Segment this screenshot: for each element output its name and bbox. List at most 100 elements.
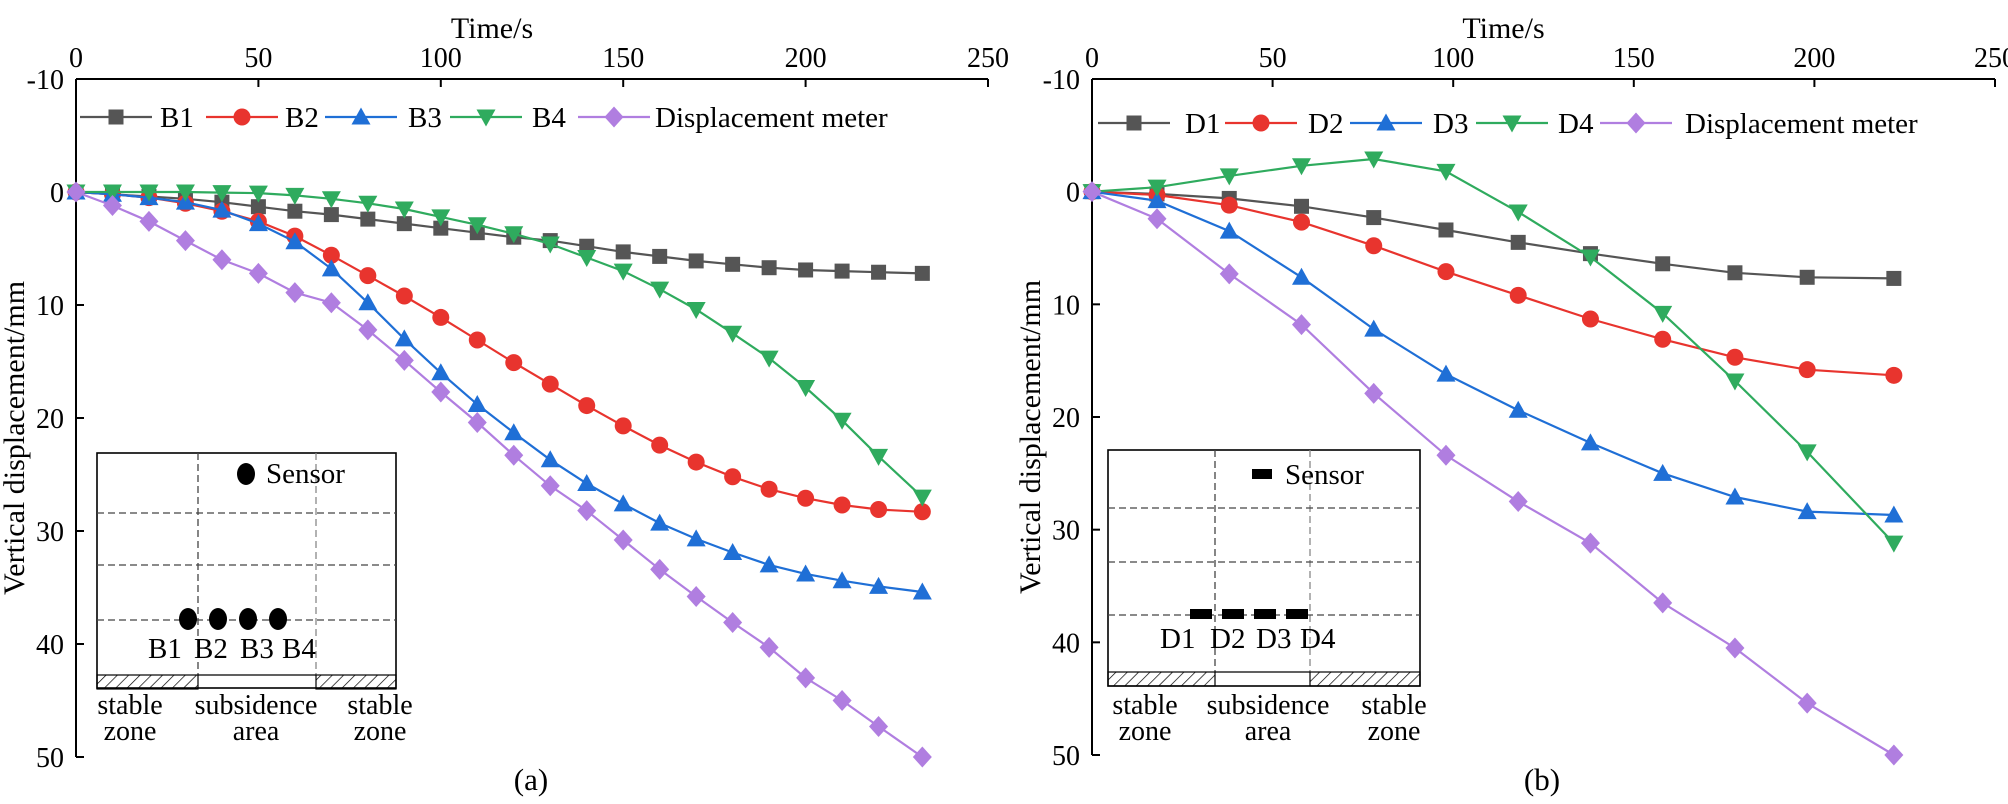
panel-b-point-d4 — [1884, 535, 1904, 553]
panel-b-x-axis-title: Time/s — [1462, 12, 1544, 45]
panel-b-inset-hatch-left — [1107, 671, 1216, 687]
panel-a-inset-sensor-label: Sensor — [266, 458, 345, 490]
panel-a-point-displacement-meter — [212, 249, 232, 271]
panel-a-point-displacement-meter — [723, 612, 743, 634]
panel-b-point-displacement-meter — [1580, 532, 1600, 554]
panel-a-point-b1 — [323, 207, 339, 223]
panel-a-point-b3 — [321, 259, 341, 277]
panel-a-point-b3 — [394, 329, 414, 347]
panel-a-y-tick-label: 30 — [36, 517, 64, 548]
panel-b-point-d4 — [1725, 373, 1745, 391]
panel-a-axes: 0 50 100 150 200 250-1001020304050Time/sVerti… — [0, 12, 1009, 774]
panel-b-point-d4 — [1219, 168, 1239, 186]
panel-b-point-displacement-meter — [1884, 744, 1904, 766]
panel-b-point-d3 — [1653, 463, 1673, 481]
panel-a-point-b2 — [760, 480, 778, 498]
panel-a-point-b4 — [394, 201, 414, 219]
panel-b-inset-d3-label: D3 — [1256, 623, 1291, 655]
panel-a-series-line-b4 — [76, 190, 924, 498]
panel-a-point-b1 — [688, 253, 704, 269]
panel-b-point-d3 — [1508, 400, 1528, 418]
panel-a-point-displacement-meter — [613, 529, 633, 551]
panel-a-legend-marker-b4 — [476, 109, 496, 127]
panel-a-legend-marker-b3 — [351, 107, 371, 125]
panel-b-point-d2 — [1292, 213, 1310, 231]
panel-a: 0 50 100 150 200 250-1001020304050Time/sVerti… — [0, 12, 1009, 797]
panel-b-legend-marker-displacement-meter — [1626, 112, 1646, 134]
panel-a-inset-sensor — [269, 608, 287, 630]
panel-b-point-d1 — [1799, 269, 1815, 285]
panel-b-point-d4 — [1364, 151, 1384, 169]
panel-a-point-b2 — [468, 331, 486, 349]
panel-a-point-b1 — [287, 203, 303, 219]
panel-a-legend-label-displacement-meter: Displacement meter — [655, 102, 888, 134]
panel-a-point-b3 — [577, 474, 597, 492]
panel-b: 050100150200250-1001020304050Time/sVerti… — [1014, 12, 2008, 797]
panel-a-point-b3 — [686, 529, 706, 547]
panel-a-point-b3 — [431, 363, 451, 381]
panel-a-point-b4 — [102, 184, 122, 202]
panel-b-point-d4 — [1797, 444, 1817, 462]
panel-a-point-displacement-meter — [912, 746, 932, 768]
panel-b-point-d4 — [1508, 204, 1528, 222]
panel-b-zone-left-line2: zone — [1119, 716, 1172, 747]
panel-a-point-b4 — [796, 379, 816, 397]
panel-a-y-tick-label: 0 — [50, 178, 64, 209]
panel-b-inset-d1-label: D1 — [1160, 623, 1195, 655]
panel-b-zone-center-line2: area — [1245, 716, 1292, 747]
panel-a-point-b2 — [870, 501, 888, 519]
panel-b-point-d3 — [1219, 221, 1239, 239]
panel-a-point-b4 — [139, 184, 159, 202]
panel-a-point-displacement-meter — [650, 558, 670, 580]
panel-b-point-displacement-meter — [1364, 382, 1384, 404]
panel-b-legend-label-d2: D2 — [1308, 108, 1343, 140]
panel-b-x-tick-label: 150 — [1613, 43, 1655, 74]
panel-a-point-b1 — [615, 244, 631, 260]
panel-a-inset-hatch-right — [315, 674, 397, 690]
panel-b-point-d3 — [1797, 502, 1817, 520]
panel-a-point-b4 — [175, 184, 195, 202]
panel-b-y-tick-label: -10 — [1043, 65, 1080, 96]
panel-a-point-b4 — [613, 263, 633, 281]
panel-a-legend-marker-b1 — [108, 109, 124, 125]
panel-a-legend: B1 B2 B3 B4 Displacement meter — [80, 102, 888, 134]
panel-b-inset-sensor — [1254, 609, 1276, 619]
panel-b-point-d2 — [1798, 361, 1816, 379]
panel-a-point-displacement-meter — [504, 444, 524, 466]
panel-a-point-b2 — [614, 417, 632, 435]
panel-a-point-b4 — [650, 281, 670, 299]
panel-a-x-tick-label: 150 — [602, 43, 644, 74]
panel-a-point-b4 — [759, 350, 779, 368]
panel-a-inset-sensor — [209, 608, 227, 630]
panel-a-point-b4 — [912, 489, 932, 507]
panel-a-x-tick-label: 250 — [967, 43, 1009, 74]
panel-b-series — [1082, 151, 1904, 766]
panel-b-legend-label-displacement-meter: Displacement meter — [1685, 108, 1918, 140]
panel-b-x-tick-label: 0 — [1085, 43, 1099, 74]
panel-a-legend-label-b3: B3 — [408, 102, 442, 134]
panel-b-legend: D1 D2 D3 D4 Displacement meter — [1098, 108, 1918, 140]
panel-a-point-b1 — [433, 220, 449, 236]
panel-b-point-displacement-meter — [1219, 263, 1239, 285]
panel-b-legend-marker-d2 — [1252, 114, 1270, 132]
panel-b-point-displacement-meter — [1725, 637, 1745, 659]
panel-a-caption: (a) — [514, 762, 548, 797]
panel-b-point-displacement-meter — [1147, 208, 1167, 230]
panel-b-zone-left-line1: stable — [1112, 690, 1177, 721]
panel-b-point-d2 — [1365, 237, 1383, 255]
panel-a-point-displacement-meter — [285, 282, 305, 304]
panel-a-point-b3 — [504, 423, 524, 441]
panel-a-point-b2 — [578, 397, 596, 415]
panel-b-legend-label-d4: D4 — [1558, 108, 1594, 140]
panel-b-y-tick-label: 50 — [1052, 741, 1080, 772]
panel-b-point-d4 — [1436, 163, 1456, 181]
panel-b-inset: Sensor D1 D2 D3 D4 stable zone subsidenc… — [1107, 449, 1427, 747]
panel-a-inset-hatch-left — [96, 674, 199, 690]
panel-a-x-axis-title: Time/s — [451, 12, 533, 45]
panel-b-x-tick-label: 250 — [1974, 43, 2008, 74]
panel-a-point-b3 — [912, 582, 932, 600]
panel-b-point-d2 — [1220, 196, 1238, 214]
panel-a-y-tick-label: -10 — [27, 65, 64, 96]
